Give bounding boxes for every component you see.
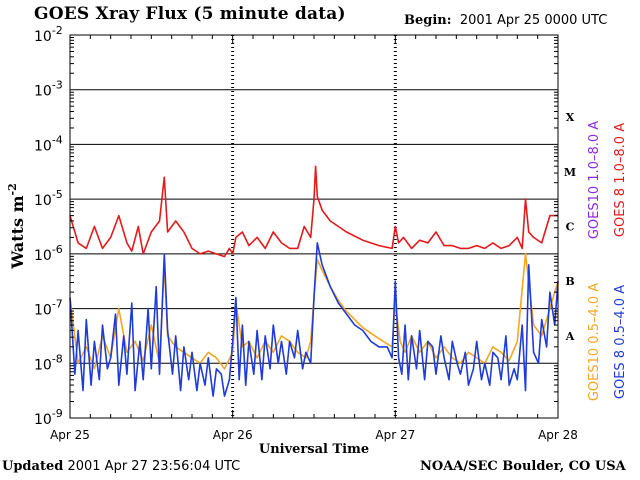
updated-label: Updated bbox=[2, 459, 64, 474]
series-line-goes10-0-5-4-0-a bbox=[69, 253, 559, 370]
x-tick-label: Apr 26 bbox=[213, 428, 253, 442]
y-tick-label: 10-2 bbox=[34, 24, 63, 45]
x-tick-label: Apr 28 bbox=[538, 428, 578, 442]
legend-entry: GOES10 1.0–8.0 A bbox=[587, 121, 602, 239]
legend-entry: GOES10 0.5–4.0 A bbox=[587, 283, 602, 401]
flare-class-label: M bbox=[564, 166, 576, 179]
y-tick-label: 10-8 bbox=[34, 352, 63, 373]
begin-timestamp: Begin: 2001 Apr 25 0000 UTC bbox=[404, 13, 607, 28]
y-tick-label: 10-6 bbox=[34, 243, 63, 264]
series-layer bbox=[69, 165, 559, 397]
y-tick-label: 10-4 bbox=[34, 133, 63, 154]
updated-value: 2001 Apr 27 23:56:04 UTC bbox=[67, 459, 241, 474]
series-line-goes-8-1-0-8-0-a bbox=[69, 165, 558, 258]
begin-value: 2001 Apr 25 0000 UTC bbox=[459, 13, 608, 28]
tick-layer bbox=[70, 35, 558, 418]
series-line-goes-8-0-5-4-0-a bbox=[69, 242, 559, 397]
y-tick-label: 10-7 bbox=[34, 298, 63, 319]
flare-class-label: X bbox=[566, 111, 575, 124]
flare-class-label: A bbox=[565, 330, 575, 343]
x-tick-label: Apr 27 bbox=[375, 428, 415, 442]
y-axis-label: Watts m-2 bbox=[6, 183, 27, 269]
flare-class-label: B bbox=[565, 275, 574, 288]
legend-entry: GOES 8 0.5–4.0 A bbox=[613, 285, 628, 399]
x-axis-label: Universal Time bbox=[259, 442, 369, 457]
updated-timestamp: Updated 2001 Apr 27 23:56:04 UTC bbox=[2, 459, 240, 474]
begin-label: Begin: bbox=[404, 13, 452, 28]
chart-title: GOES Xray Flux (5 minute data) bbox=[34, 4, 346, 24]
y-tick-label: 10-9 bbox=[34, 407, 63, 428]
data-source: NOAA/SEC Boulder, CO USA bbox=[420, 459, 626, 474]
flare-class-label: C bbox=[566, 221, 575, 234]
x-tick-label: Apr 25 bbox=[50, 428, 90, 442]
y-tick-label: 10-5 bbox=[34, 188, 63, 209]
legend-entry: GOES 8 1.0–8.0 A bbox=[613, 123, 628, 237]
y-tick-label: 10-3 bbox=[34, 79, 63, 100]
